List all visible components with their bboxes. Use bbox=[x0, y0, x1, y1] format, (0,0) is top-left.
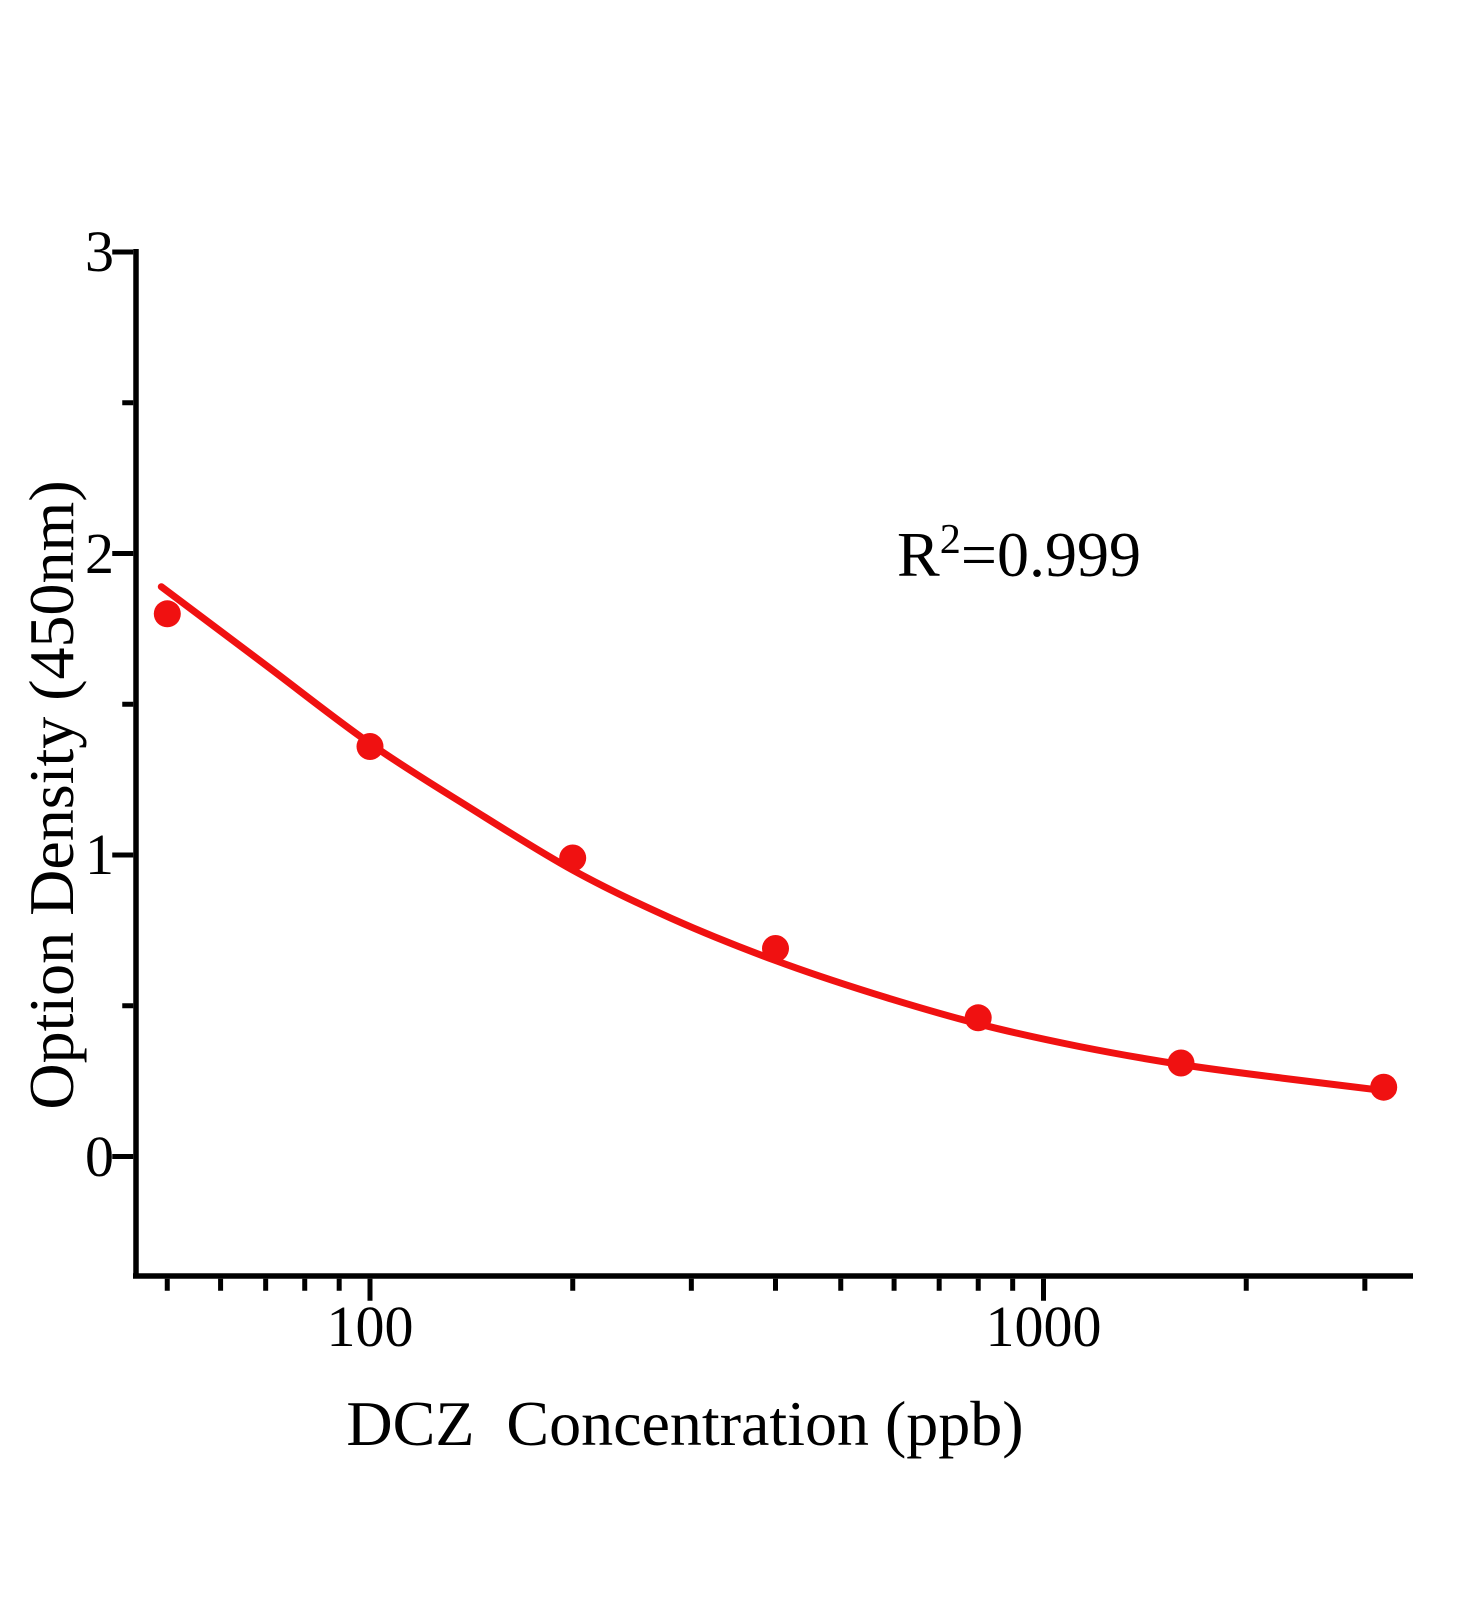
y-tick-label-2: 2 bbox=[85, 520, 114, 586]
r-squared-exponent: 2 bbox=[939, 515, 961, 563]
r-squared-base: R bbox=[897, 519, 940, 590]
y-tick-label-0: 0 bbox=[85, 1123, 114, 1189]
y-axis-title: Option Density (450nm) bbox=[16, 480, 87, 1110]
r-squared-value: =0.999 bbox=[960, 519, 1141, 590]
data-point bbox=[153, 600, 181, 628]
data-point bbox=[1167, 1049, 1195, 1077]
data-point bbox=[356, 733, 384, 760]
y-tick-label-1: 1 bbox=[85, 822, 114, 887]
x-axis-title: DCZ Concentration (ppb) bbox=[346, 1388, 1024, 1459]
r-squared-annotation: R2=0.999 bbox=[897, 518, 1141, 587]
data-point bbox=[1370, 1073, 1398, 1101]
y-tick-label-3: 3 bbox=[85, 219, 114, 284]
data-point bbox=[964, 1004, 992, 1032]
x-tick-label-1000: 1000 bbox=[985, 1294, 1102, 1359]
x-tick-label-100: 100 bbox=[326, 1294, 414, 1359]
data-point bbox=[559, 844, 587, 872]
fit-curve bbox=[157, 583, 1397, 1096]
data-point bbox=[762, 935, 789, 962]
